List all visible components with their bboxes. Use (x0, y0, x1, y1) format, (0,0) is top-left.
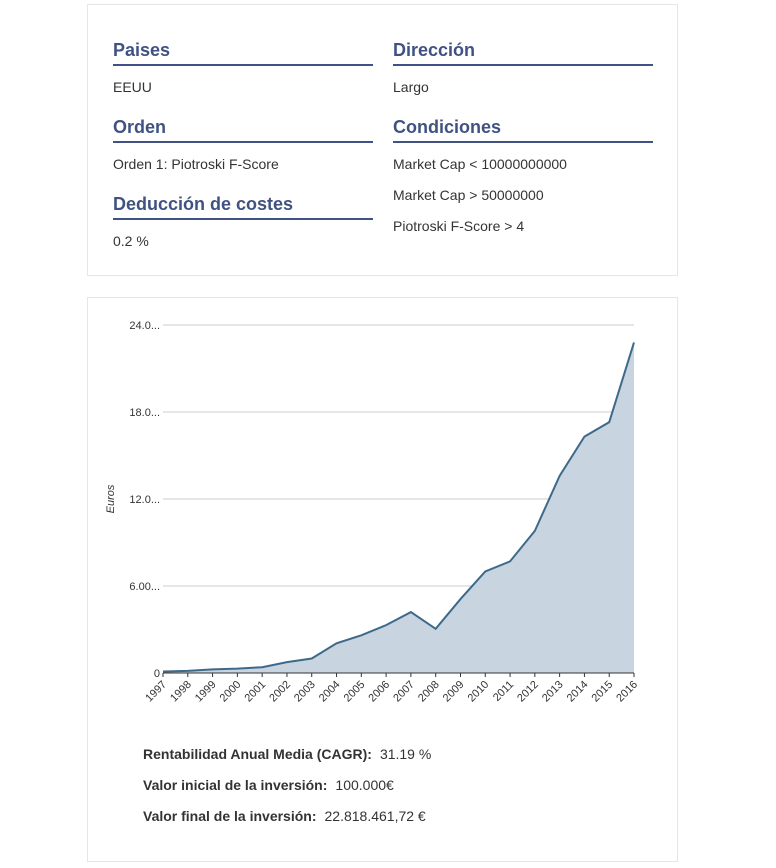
x-tick-label: 2013 (540, 679, 566, 705)
final-label: Valor final de la inversión: (143, 808, 317, 824)
performance-chart: 0 6.00... 12.0... 18.0... 24.0... 19971998199… (105, 320, 640, 705)
cagr-value: 31.19 % (379, 746, 432, 762)
initial-label: Valor inicial de la inversión: (143, 777, 328, 793)
orden-title: Orden (113, 115, 373, 143)
x-tick-label: 2002 (267, 679, 293, 705)
x-tick-label: 2010 (466, 679, 492, 705)
cagr-row: Rentabilidad Anual Media (CAGR): 31.19 % (143, 745, 431, 763)
paises-title: Paises (113, 38, 373, 66)
x-tick-label: 2007 (391, 679, 417, 705)
y-tick-label: 12.0... (129, 494, 160, 506)
x-tick-label: 1999 (193, 679, 219, 705)
initial-row: Valor inicial de la inversión: 100.000€ (143, 776, 394, 794)
condicion-item: Market Cap > 50000000 (393, 187, 544, 203)
cagr-label: Rentabilidad Anual Media (CAGR): (143, 746, 372, 762)
y-axis-title: Euros (105, 484, 117, 513)
x-tick-label: 2009 (441, 679, 467, 705)
x-tick-label: 2012 (515, 679, 541, 705)
condiciones-title: Condiciones (393, 115, 653, 143)
x-tick-label: 2004 (317, 679, 343, 705)
initial-value: 100.000€ (335, 777, 394, 793)
x-tick-label: 2006 (366, 679, 392, 705)
y-tick-label: 18.0... (129, 407, 160, 419)
x-tick-label: 2001 (242, 679, 268, 705)
x-tick-label: 2003 (292, 679, 318, 705)
paises-value: EEUU (113, 79, 152, 95)
x-tick-label: 2000 (218, 679, 244, 705)
chart-card: 0 6.00... 12.0... 18.0... 24.0... 1997 1998 199… (87, 297, 678, 862)
parameters-card: Paises EEUU Orden Orden 1: Piotroski F-S… (87, 4, 678, 276)
x-tick-label: 1998 (168, 679, 194, 705)
costes-value: 0.2 % (113, 233, 149, 249)
costes-title: Deducción de costes (113, 192, 373, 220)
condicion-item: Market Cap < 10000000000 (393, 156, 567, 172)
orden-value: Orden 1: Piotroski F-Score (113, 156, 279, 172)
x-tick-label: 2005 (342, 679, 368, 705)
x-tick-label: 2015 (590, 679, 616, 705)
y-tick-label: 6.00... (129, 581, 160, 593)
y-tick-label: 0 (154, 668, 160, 680)
x-tick-label: 2008 (416, 679, 442, 705)
final-row: Valor final de la inversión: 22.818.461,7… (143, 807, 426, 825)
x-tick-label: 2016 (614, 679, 640, 705)
condicion-item: Piotroski F-Score > 4 (393, 218, 525, 234)
series-line (162, 342, 635, 673)
y-tick-label: 24.0... (129, 320, 160, 332)
x-tick-label: 2011 (491, 679, 516, 704)
direccion-value: Largo (393, 79, 429, 95)
area-fill (163, 342, 634, 673)
x-tick-label: 2014 (565, 679, 591, 705)
direccion-title: Dirección (393, 38, 653, 66)
final-value: 22.818.461,72 € (324, 808, 426, 824)
x-tick-label: 1997 (143, 679, 169, 705)
